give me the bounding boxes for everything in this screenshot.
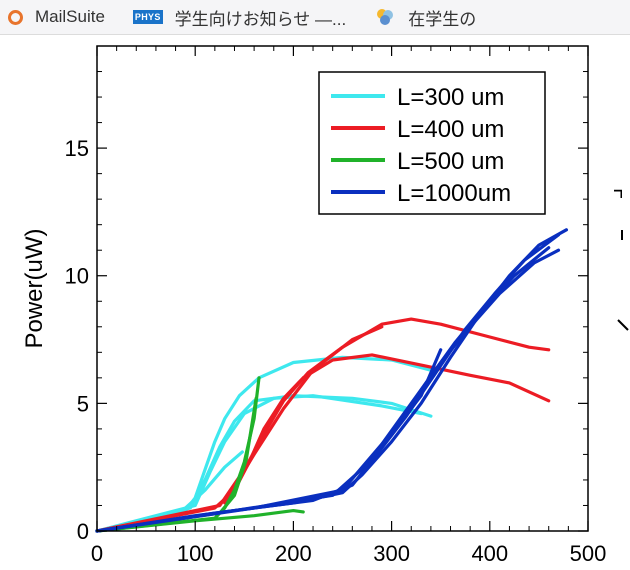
bookmark-label: 在学生の — [408, 9, 477, 29]
y-axis-label: Power(uW) — [21, 228, 48, 348]
series-line-2-3 — [223, 325, 384, 505]
y-tick-label: 5 — [77, 391, 89, 416]
x-tick-label: 500 — [570, 541, 607, 566]
bookmark-current-students[interactable]: 在学生の — [374, 5, 476, 30]
plot-frame — [96, 45, 589, 532]
ring-logo-icon — [8, 9, 23, 25]
series-line-3-3 — [95, 509, 305, 533]
x-tick-label: 100 — [177, 541, 214, 566]
y-tick-label: 0 — [77, 519, 89, 544]
series-line-1-4 — [183, 450, 244, 510]
y-tick-label: 10 — [65, 264, 89, 289]
svg-text:⅃: ⅃ — [614, 188, 626, 198]
legend-label: L=500 um — [397, 148, 504, 175]
bookmarks-bar: MailSuite PHYS 学生向けお知らせ —... 在学生の — [0, 0, 630, 35]
power-chart: 0 100 200 300 400 500 0 5 10 15 Power(uW) L=300 um L… — [21, 45, 607, 566]
y-tick-label: 15 — [65, 136, 89, 161]
phys-badge-icon: PHYS — [132, 10, 163, 24]
bookmark-mailsuite[interactable]: MailSuite — [8, 7, 105, 27]
clipped-adjacent-panel: ⅃ — [614, 170, 630, 350]
legend-label: L=400 um — [397, 116, 504, 143]
x-tick-label: 0 — [91, 541, 103, 566]
series-line-2-1 — [95, 353, 551, 533]
legend-label: L=300 um — [397, 84, 504, 111]
series-line-4-4 — [95, 248, 561, 533]
series-line-4-2 — [95, 233, 561, 533]
x-tick-label: 400 — [471, 541, 508, 566]
bookmark-student-notices[interactable]: PHYS 学生向けお知らせ —... — [132, 5, 347, 30]
series-line-4-3 — [95, 246, 551, 533]
series-line-4-5 — [390, 348, 443, 436]
bookmark-label: 学生向けお知らせ —... — [174, 9, 347, 29]
x-tick-label: 300 — [373, 541, 410, 566]
flower-logo-icon — [374, 6, 396, 28]
series-line-1-2 — [95, 394, 433, 533]
legend-label: L=1000um — [397, 180, 511, 207]
series-line-2-2 — [95, 317, 551, 533]
bookmark-label: MailSuite — [35, 7, 105, 26]
x-tick-label: 200 — [275, 541, 312, 566]
